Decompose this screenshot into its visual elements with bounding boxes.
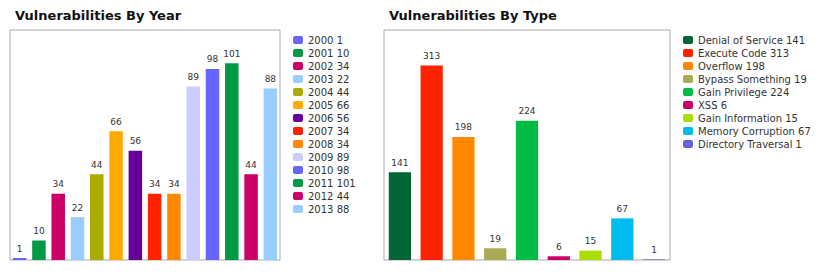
svg-text:15: 15	[585, 236, 596, 246]
svg-text:2003 22: 2003 22	[308, 74, 349, 85]
svg-text:6: 6	[556, 242, 562, 252]
svg-text:2009 89: 2009 89	[308, 152, 349, 163]
svg-text:44: 44	[245, 160, 257, 170]
svg-text:Vulnerabilities By Year: Vulnerabilities By Year	[15, 8, 182, 23]
svg-text:Memory Corruption 67: Memory Corruption 67	[698, 126, 811, 137]
svg-text:2001 10: 2001 10	[308, 48, 349, 59]
svg-text:Bypass Something 19: Bypass Something 19	[698, 74, 807, 85]
svg-text:2010 98: 2010 98	[308, 165, 349, 176]
svg-text:2013 88: 2013 88	[308, 204, 349, 215]
svg-text:98: 98	[207, 54, 219, 64]
svg-text:67: 67	[617, 204, 628, 214]
svg-text:88: 88	[265, 74, 277, 84]
svg-text:2008 34: 2008 34	[308, 139, 349, 150]
svg-text:Gain Information 15: Gain Information 15	[698, 113, 798, 124]
svg-text:2011 101: 2011 101	[308, 178, 356, 189]
svg-text:Directory Traversal 1: Directory Traversal 1	[698, 139, 802, 150]
svg-text:101: 101	[223, 49, 240, 59]
svg-text:19: 19	[489, 234, 501, 244]
svg-text:Vulnerabilities By Type: Vulnerabilities By Type	[389, 8, 557, 23]
svg-text:Gain Privilege 224: Gain Privilege 224	[698, 87, 789, 98]
svg-text:224: 224	[518, 106, 535, 116]
svg-text:1: 1	[17, 244, 23, 254]
svg-text:56: 56	[130, 136, 142, 146]
svg-text:XSS 6: XSS 6	[698, 100, 727, 111]
svg-text:Denial of Service 141: Denial of Service 141	[698, 35, 805, 46]
svg-text:2004 44: 2004 44	[308, 87, 349, 98]
svg-text:2007 34: 2007 34	[308, 126, 349, 137]
svg-text:Execute Code 313: Execute Code 313	[698, 48, 789, 59]
svg-text:2005 66: 2005 66	[308, 100, 349, 111]
svg-text:1: 1	[651, 245, 657, 255]
svg-text:10: 10	[33, 226, 45, 236]
svg-text:198: 198	[455, 122, 472, 132]
svg-text:34: 34	[149, 179, 161, 189]
svg-text:89: 89	[187, 72, 199, 82]
svg-text:44: 44	[91, 160, 103, 170]
svg-text:141: 141	[391, 158, 408, 168]
svg-text:2006 56: 2006 56	[308, 113, 349, 124]
svg-text:Overflow 198: Overflow 198	[698, 61, 765, 72]
svg-text:22: 22	[72, 203, 83, 213]
svg-text:34: 34	[168, 179, 180, 189]
svg-text:313: 313	[423, 51, 440, 61]
svg-text:2000 1: 2000 1	[308, 35, 343, 46]
svg-text:66: 66	[110, 117, 122, 127]
svg-text:2012 44: 2012 44	[308, 191, 349, 202]
svg-text:2002 34: 2002 34	[308, 61, 349, 72]
svg-text:34: 34	[52, 179, 64, 189]
